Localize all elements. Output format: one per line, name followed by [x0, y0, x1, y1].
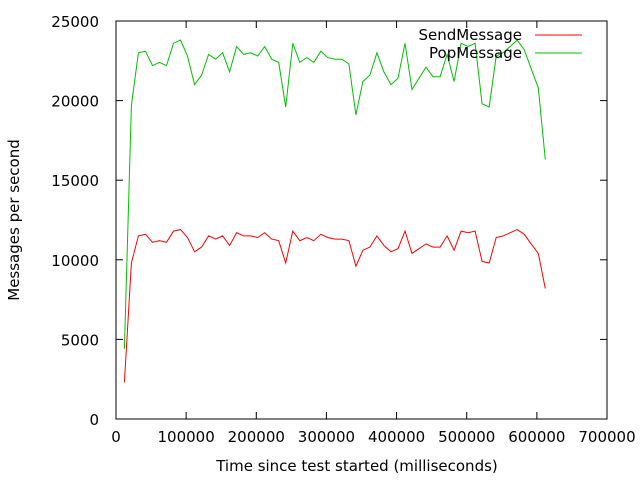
y-tick-label: 0 — [89, 411, 99, 429]
x-tick-label: 500000 — [438, 428, 495, 446]
x-tick-label: 600000 — [508, 428, 565, 446]
x-tick-label: 300000 — [298, 428, 355, 446]
y-tick-label: 25000 — [51, 13, 99, 31]
legend-label-popmessage: PopMessage — [429, 44, 522, 62]
axis-ticks: 0 100000 200000 300000 400000 500000 600000 700… — [51, 13, 635, 446]
y-tick-label: 20000 — [51, 93, 99, 111]
y-axis-label: Messages per second — [5, 139, 23, 301]
series-lines — [123, 39, 546, 383]
x-tick-label: 100000 — [158, 428, 215, 446]
series-line-popmessage — [123, 39, 546, 350]
x-tick-label: 0 — [111, 428, 121, 446]
x-tick-label: 700000 — [578, 428, 635, 446]
x-axis-label: Time since test started (milliseconds) — [215, 457, 498, 475]
x-tick-label: 200000 — [228, 428, 285, 446]
y-tick-label: 10000 — [51, 252, 99, 270]
x-tick-label: 400000 — [368, 428, 425, 446]
y-tick-label: 5000 — [61, 331, 99, 349]
series-line-sendmessage — [123, 229, 546, 383]
legend-label-sendmessage: SendMessage — [418, 26, 522, 44]
y-tick-label: 15000 — [51, 172, 99, 190]
plot-frame — [115, 20, 608, 420]
